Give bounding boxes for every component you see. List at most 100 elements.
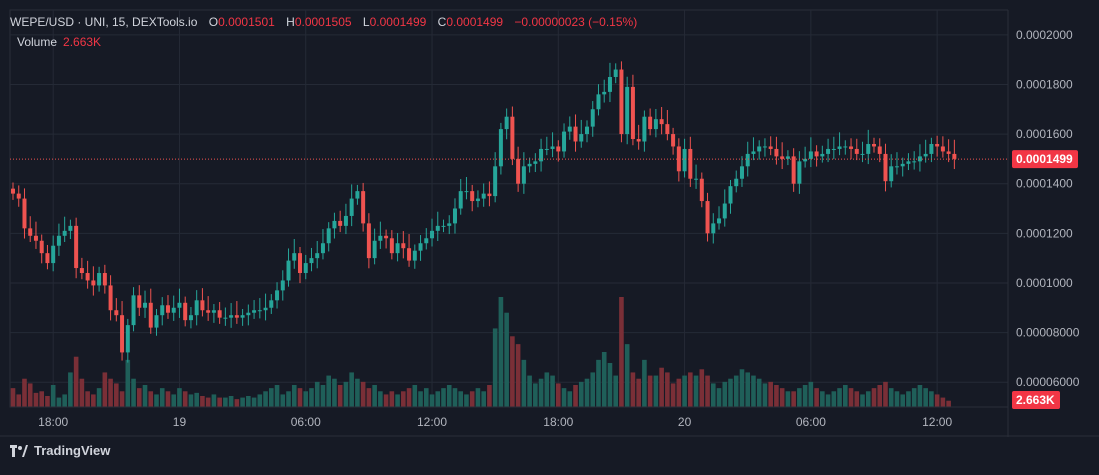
volume-bar: [733, 375, 739, 407]
candle-body: [320, 243, 325, 254]
volume-bar: [693, 375, 699, 407]
candle-body: [498, 129, 503, 167]
volume-bar: [504, 312, 509, 407]
volume-bar: [550, 375, 555, 407]
candle-body: [849, 146, 854, 149]
volume-bar: [929, 391, 934, 407]
volume-bar: [171, 394, 177, 407]
candle-body: [211, 310, 216, 313]
y-tick-label: 0.0001800: [1016, 77, 1073, 91]
volume-bar: [383, 394, 389, 407]
volume-bar: [475, 388, 481, 407]
candle-body: [332, 220, 337, 229]
volume-bar: [96, 388, 102, 407]
volume-bar: [682, 375, 687, 407]
volume-bar: [303, 391, 309, 407]
low-label: L: [362, 15, 370, 29]
candle-body: [452, 208, 457, 224]
volume-bar: [739, 369, 745, 407]
close-value: 0.0001499: [446, 15, 504, 29]
candle-body: [33, 235, 38, 241]
candle-body: [470, 191, 475, 202]
tradingview-icon: [10, 444, 28, 457]
candle-body: [935, 143, 940, 147]
candle-body: [234, 315, 239, 318]
volume-bar: [125, 359, 131, 407]
candle-body: [883, 153, 888, 182]
candle-body: [567, 126, 572, 132]
volume-bar: [538, 378, 544, 407]
volume-bar: [624, 344, 630, 407]
volume-bar: [596, 359, 601, 407]
candle-body: [487, 193, 492, 197]
y-tick-label: 0.0001000: [1016, 276, 1073, 290]
volume-bar: [825, 394, 831, 407]
candle-body: [912, 161, 917, 163]
candle-body: [148, 302, 153, 328]
candle-body: [372, 240, 377, 259]
candle-body: [412, 250, 417, 261]
y-tick-label: 0.00006000: [1016, 375, 1080, 389]
candle-body: [602, 91, 607, 95]
tradingview-logo[interactable]: TradingView: [10, 443, 110, 458]
candle-body: [378, 235, 383, 241]
volume-bar: [458, 391, 464, 407]
candle-body: [401, 243, 406, 249]
candle-body: [636, 139, 641, 142]
candle-body: [200, 300, 205, 311]
volume-bar: [429, 394, 435, 407]
volume-bar: [510, 336, 515, 407]
candle-body: [808, 151, 813, 159]
candle-body: [722, 203, 727, 219]
candle-body: [952, 153, 957, 159]
candle-body: [338, 220, 343, 226]
volume-bar: [234, 399, 240, 407]
volume-bar: [860, 394, 865, 407]
candle-body: [504, 116, 509, 130]
candle-body: [711, 223, 716, 234]
candle-body: [780, 156, 785, 159]
candle-body: [694, 178, 699, 180]
candle-body: [831, 148, 836, 150]
candle-body: [843, 146, 848, 148]
volume-bar: [653, 375, 659, 407]
volume-bar: [630, 372, 636, 407]
volume-bar: [785, 391, 791, 407]
candle-body: [257, 310, 262, 312]
candle-body: [252, 310, 257, 313]
volume-bar: [854, 391, 860, 407]
candle-body: [590, 109, 595, 127]
volume-bar: [182, 391, 188, 407]
volume-bar: [320, 385, 326, 407]
candle-body: [240, 315, 245, 318]
candle-body: [791, 156, 796, 184]
candle-body: [131, 295, 136, 326]
candle-body: [579, 134, 584, 142]
volume-bar: [492, 328, 498, 407]
open-label: O: [208, 15, 219, 29]
volume-bar: [441, 388, 446, 407]
volume-bar: [366, 388, 372, 407]
volume-bar: [469, 391, 475, 407]
volume-bar: [601, 352, 607, 407]
volume-bar: [85, 391, 90, 407]
volume-bar: [257, 394, 263, 407]
candle-body: [475, 198, 480, 202]
candle-body: [447, 223, 452, 226]
volume-bar: [871, 388, 877, 407]
volume-bar: [131, 378, 136, 407]
volume-bar: [561, 388, 567, 407]
candle-body: [171, 307, 176, 313]
volume-bar: [280, 394, 286, 407]
volume-bar: [27, 383, 33, 407]
volume-bar: [418, 391, 423, 407]
candle-body: [923, 153, 928, 157]
volume-bar: [136, 388, 142, 407]
volume-bar: [291, 385, 297, 407]
candle-body: [441, 225, 446, 227]
volume-bar: [464, 394, 469, 407]
candle-body: [544, 148, 549, 150]
volume-bar: [607, 363, 613, 407]
